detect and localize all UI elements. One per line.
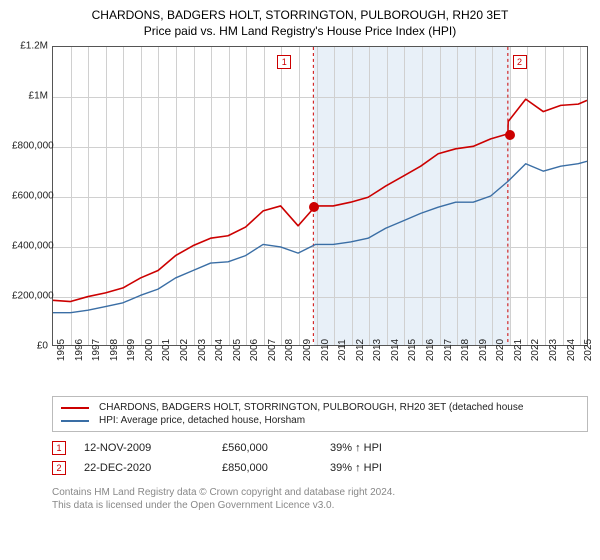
x-axis-label: 2020 — [495, 339, 506, 361]
x-axis-label: 2008 — [284, 339, 295, 361]
event-dot-icon — [309, 202, 319, 212]
y-axis-label: £200,000 — [12, 291, 48, 302]
legend-item: HPI: Average price, detached house, Hors… — [61, 414, 579, 427]
x-axis-label: 2014 — [390, 339, 401, 361]
x-axis-label: 2004 — [214, 339, 225, 361]
event-date: 22-DEC-2020 — [84, 462, 204, 474]
event-row: 1 12-NOV-2009 £560,000 39% ↑ HPI — [52, 438, 588, 458]
y-axis-label: £600,000 — [12, 191, 48, 202]
x-axis-label: 1996 — [74, 339, 85, 361]
y-axis-label: £400,000 — [12, 241, 48, 252]
event-row: 2 22-DEC-2020 £850,000 39% ↑ HPI — [52, 458, 588, 478]
plot: 12 — [52, 46, 588, 346]
footnote: Contains HM Land Registry data © Crown c… — [52, 486, 588, 512]
x-axis-label: 2018 — [460, 339, 471, 361]
y-axis-label: £1.2M — [12, 41, 48, 52]
legend-label: HPI: Average price, detached house, Hors… — [99, 415, 305, 426]
event-table: 1 12-NOV-2009 £560,000 39% ↑ HPI 2 22-DE… — [52, 438, 588, 478]
x-axis-label: 2024 — [566, 339, 577, 361]
x-axis-label: 2007 — [267, 339, 278, 361]
x-axis-label: 2025 — [583, 339, 594, 361]
x-axis-label: 1997 — [91, 339, 102, 361]
y-axis-label: £1M — [12, 91, 48, 102]
event-dot-icon — [505, 130, 515, 140]
x-axis-label: 2010 — [320, 339, 331, 361]
x-axis-label: 2012 — [355, 339, 366, 361]
x-axis-label: 2000 — [144, 339, 155, 361]
legend-label: CHARDONS, BADGERS HOLT, STORRINGTON, PUL… — [99, 402, 523, 413]
x-axis-label: 2001 — [161, 339, 172, 361]
footnote-line: Contains HM Land Registry data © Crown c… — [52, 486, 588, 499]
x-axis-label: 2022 — [530, 339, 541, 361]
x-axis-label: 2003 — [197, 339, 208, 361]
x-axis-label: 2009 — [302, 339, 313, 361]
x-axis-label: 2013 — [372, 339, 383, 361]
chart-subtitle: Price paid vs. HM Land Registry's House … — [12, 24, 588, 38]
x-axis-label: 2021 — [513, 339, 524, 361]
event-price: £560,000 — [222, 442, 312, 454]
event-date: 12-NOV-2009 — [84, 442, 204, 454]
x-axis-label: 1995 — [56, 339, 67, 361]
x-axis-label: 2011 — [337, 339, 348, 361]
x-axis-label: 1999 — [126, 339, 137, 361]
event-marker-icon: 1 — [52, 441, 66, 455]
chart-title: CHARDONS, BADGERS HOLT, STORRINGTON, PUL… — [12, 8, 588, 22]
event-number-label: 1 — [277, 55, 291, 69]
event-price: £850,000 — [222, 462, 312, 474]
y-axis-label: £800,000 — [12, 141, 48, 152]
x-axis-label: 2016 — [425, 339, 436, 361]
legend-swatch — [61, 420, 89, 422]
legend-swatch — [61, 407, 89, 409]
x-axis-label: 2019 — [478, 339, 489, 361]
legend-item: CHARDONS, BADGERS HOLT, STORRINGTON, PUL… — [61, 401, 579, 414]
x-axis-label: 2017 — [443, 339, 454, 361]
y-axis-label: £0 — [12, 341, 48, 352]
x-axis-label: 2002 — [179, 339, 190, 361]
event-number-label: 2 — [513, 55, 527, 69]
x-axis-label: 2023 — [548, 339, 559, 361]
event-marker-icon: 2 — [52, 461, 66, 475]
x-axis-label: 1998 — [109, 339, 120, 361]
event-delta: 39% ↑ HPI — [330, 442, 450, 454]
footnote-line: This data is licensed under the Open Gov… — [52, 499, 588, 512]
chart-svg — [53, 47, 587, 345]
x-axis-label: 2005 — [232, 339, 243, 361]
event-delta: 39% ↑ HPI — [330, 462, 450, 474]
x-axis-label: 2006 — [249, 339, 260, 361]
legend: CHARDONS, BADGERS HOLT, STORRINGTON, PUL… — [52, 396, 588, 432]
chart-area: 12 £0£200,000£400,000£600,000£800,000£1M… — [12, 46, 588, 388]
x-axis-label: 2015 — [407, 339, 418, 361]
